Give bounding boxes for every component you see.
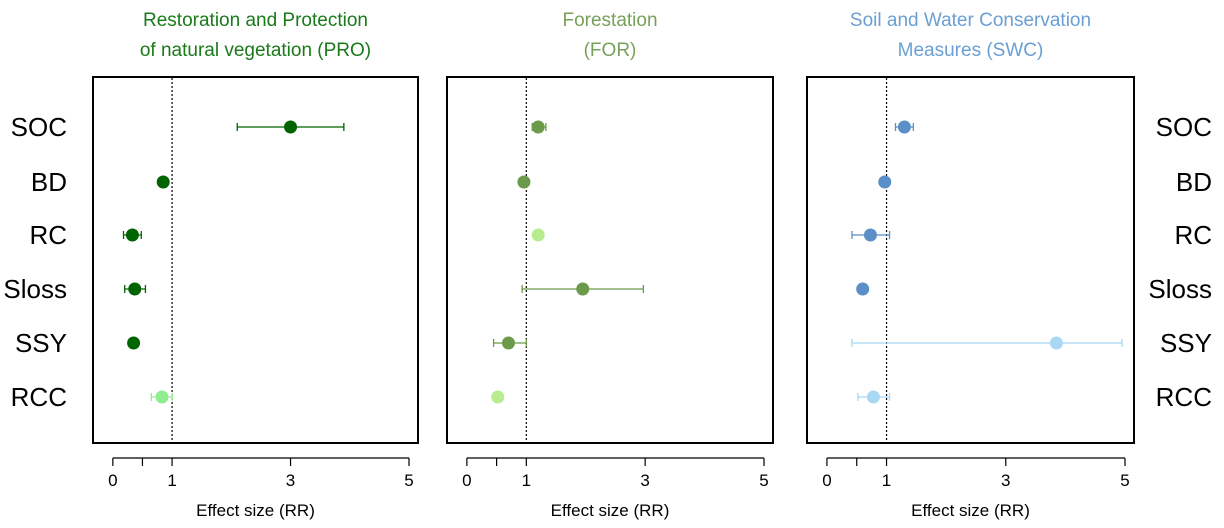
x-tick-label: 1: [882, 471, 891, 490]
data-point-rc: [122, 228, 142, 242]
row-label-rc: RC: [1174, 220, 1212, 250]
row-label-rcc: RCC: [11, 382, 67, 412]
x-tick-label: 5: [1120, 471, 1129, 490]
data-point-soc: [236, 120, 345, 134]
data-point-bd: [517, 175, 531, 189]
point-marker: [531, 120, 545, 134]
panel-2: Forestation (FOR) 0 1 3 5 Effect size (RR): [446, 10, 774, 520]
point-marker: [897, 120, 911, 134]
data-point-soc: [531, 120, 547, 134]
row-label-sloss: Sloss: [1148, 274, 1212, 304]
point-marker: [155, 390, 169, 404]
x-tick-label: 3: [640, 471, 649, 490]
x-tick-label: 0: [822, 471, 831, 490]
panel-title-line: Soil and Water Conservation: [850, 10, 1091, 31]
point-marker: [491, 390, 505, 404]
data-point-rc: [851, 228, 891, 242]
row-label-soc: SOC: [11, 112, 67, 142]
data-point-ssy: [492, 336, 527, 350]
point-marker: [531, 228, 545, 242]
point-marker: [1049, 336, 1063, 350]
row-label-rcc: RCC: [1156, 382, 1212, 412]
x-tick-label: 3: [286, 471, 295, 490]
data-point-sloss: [124, 282, 147, 296]
x-axis-label: Effect size (RR): [196, 501, 315, 520]
point-marker: [863, 228, 877, 242]
row-label-soc: SOC: [1156, 112, 1212, 142]
x-tick-label: 3: [1001, 471, 1010, 490]
point-marker: [878, 175, 892, 189]
data-point-rcc: [857, 390, 891, 404]
point-marker: [866, 390, 880, 404]
point-marker: [517, 175, 531, 189]
row-label-sloss: Sloss: [3, 274, 67, 304]
data-point-ssy: [851, 336, 1123, 350]
panel-1: Restoration and Protection of natural veg…: [3, 10, 419, 520]
panel-title-line: (FOR): [584, 40, 637, 61]
point-marker: [127, 336, 141, 350]
point-marker: [284, 120, 298, 134]
data-point-soc: [894, 120, 915, 134]
plot-frame: [806, 76, 1135, 444]
data-point-ssy: [127, 336, 141, 350]
x-tick-label: 1: [167, 471, 176, 490]
row-label-rc: RC: [29, 220, 67, 250]
plot-frame: [446, 76, 774, 444]
x-tick-label: 5: [759, 471, 768, 490]
data-point-bd: [878, 175, 892, 189]
plot-frame: [92, 76, 419, 444]
point-marker: [128, 282, 142, 296]
panel-title-line: Restoration and Protection: [143, 10, 368, 31]
data-point-rcc: [491, 390, 505, 404]
x-axis-label: Effect size (RR): [911, 501, 1030, 520]
data-point-sloss: [856, 282, 870, 296]
x-axis-label: Effect size (RR): [551, 501, 670, 520]
x-tick-label: 0: [462, 471, 471, 490]
point-marker: [125, 228, 139, 242]
row-label-ssy: SSY: [15, 328, 67, 358]
data-point-rc: [531, 228, 545, 242]
point-marker: [501, 336, 515, 350]
x-tick-label: 5: [404, 471, 413, 490]
x-tick-label: 0: [108, 471, 117, 490]
point-marker: [156, 175, 170, 189]
row-label-bd: BD: [31, 167, 67, 197]
panel-title-line: Forestation: [562, 10, 657, 31]
x-tick-label: 1: [522, 471, 531, 490]
point-marker: [856, 282, 870, 296]
row-label-bd: BD: [1176, 167, 1212, 197]
panel-3: Soil and Water Conservation Measures (SWC…: [806, 10, 1212, 520]
panel-title-line: of natural vegetation (PRO): [140, 40, 371, 61]
row-label-ssy: SSY: [1160, 328, 1212, 358]
point-marker: [576, 282, 590, 296]
data-point-rcc: [150, 390, 173, 404]
data-point-bd: [156, 175, 170, 189]
data-point-sloss: [521, 282, 645, 296]
panel-title-line: Measures (SWC): [898, 40, 1044, 61]
